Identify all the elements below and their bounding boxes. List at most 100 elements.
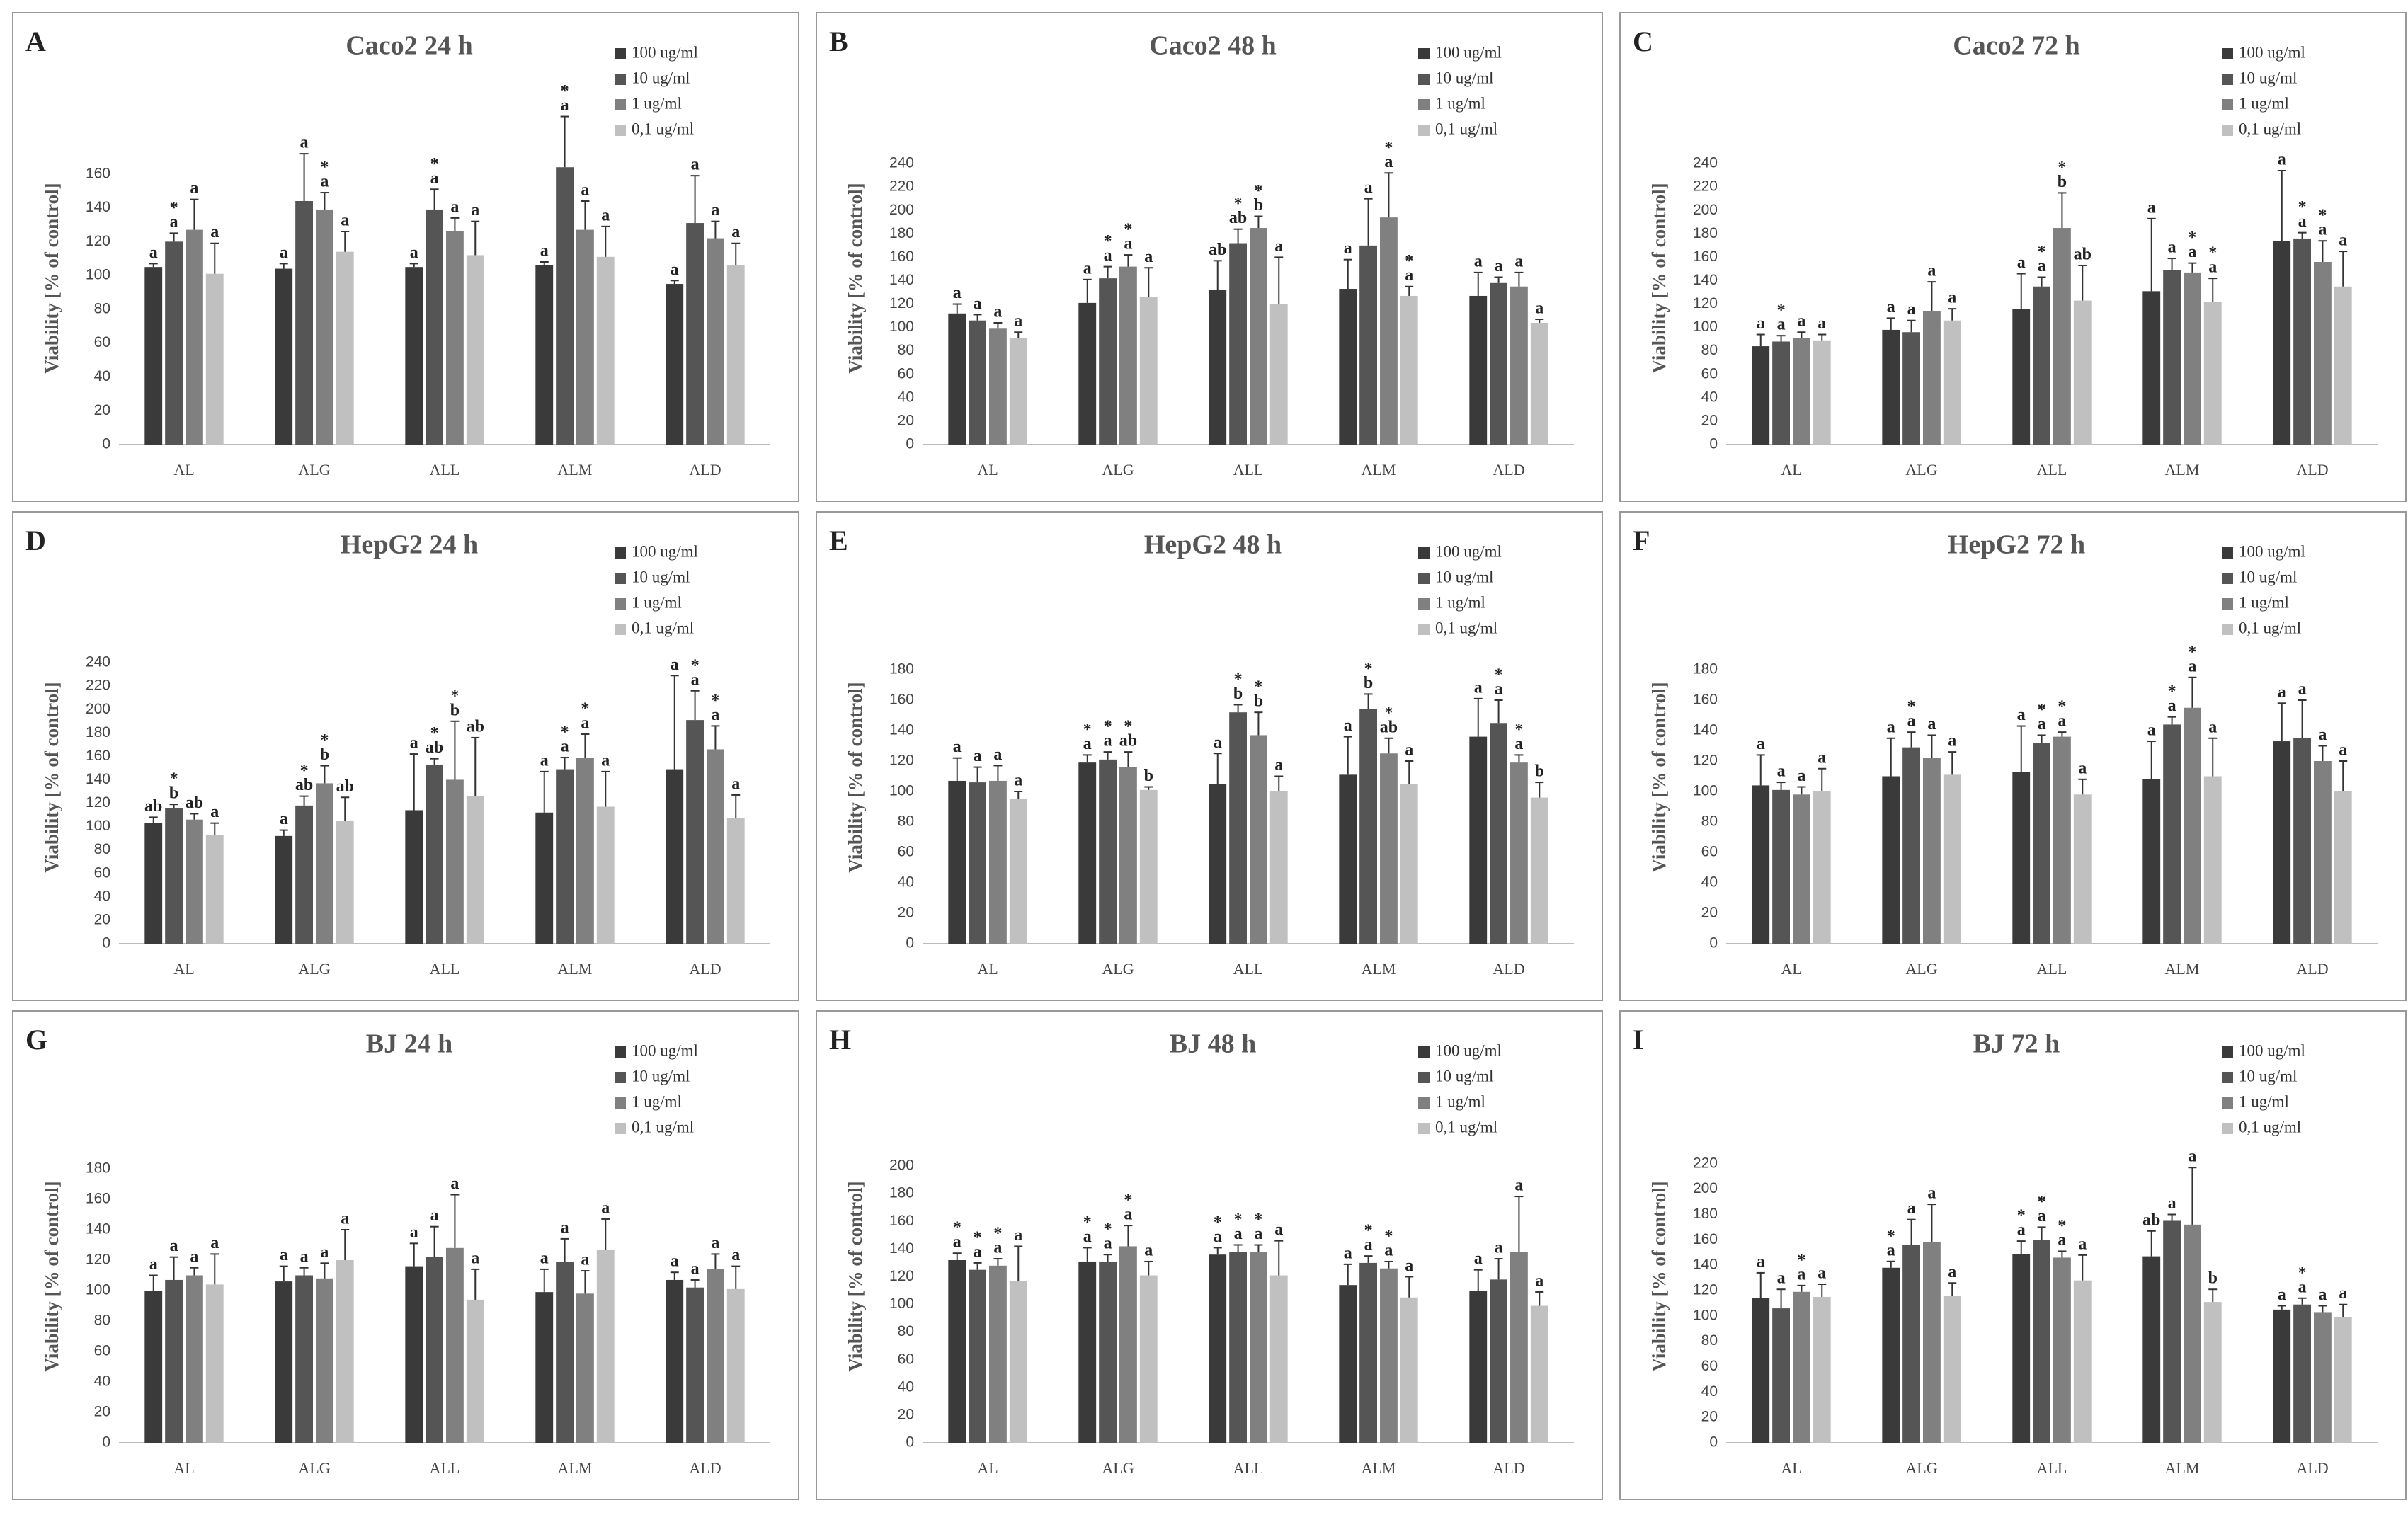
significance-label: a [601, 206, 610, 224]
bar [1510, 762, 1528, 944]
significance-label: * [2038, 701, 2046, 719]
bar [295, 201, 313, 445]
error-bar [1776, 782, 1786, 790]
bar [596, 1249, 615, 1443]
significance-label: a [540, 1249, 549, 1267]
error-bar [2037, 734, 2046, 743]
x-tick-label: ALD [689, 1459, 721, 1477]
y-tick-label: 20 [94, 1404, 110, 1420]
significance-label: * [1083, 721, 1092, 739]
bar [165, 1279, 183, 1443]
bar [1209, 290, 1227, 445]
bar [1078, 762, 1097, 944]
bar [1752, 1298, 1770, 1443]
x-tick-label: ALG [1102, 960, 1134, 978]
legend-swatch [615, 1072, 626, 1083]
chart-title: HepG2 24 h [341, 530, 478, 560]
legend-swatch [1418, 48, 1430, 59]
significance-label: a [190, 1247, 198, 1266]
significance-label: a [450, 198, 459, 216]
legend-label: 10 ug/ml [2239, 568, 2297, 585]
error-bar [601, 225, 610, 257]
legend-label: 0,1 ug/ml [1435, 619, 1497, 636]
x-tick-label: ALL [2037, 1459, 2067, 1477]
bar [466, 1299, 484, 1443]
y-tick-label: 180 [1693, 1206, 1718, 1222]
significance-label: a [2298, 680, 2307, 699]
significance-label: a [974, 747, 982, 765]
error-bar [2298, 1297, 2307, 1305]
x-tick-label: ALM [558, 461, 593, 479]
significance-label: ab [336, 777, 354, 796]
bar [1923, 311, 1941, 445]
significance-label: a [1104, 1235, 1112, 1253]
chart-title: HepG2 72 h [1948, 530, 2085, 560]
significance-label: a [671, 1252, 679, 1271]
bar [596, 256, 615, 445]
y-tick-label: 60 [1701, 365, 1718, 382]
bar [535, 812, 554, 944]
significance-label: a [1344, 716, 1352, 735]
legend-swatch [1418, 99, 1430, 110]
error-bar [1756, 1271, 1765, 1298]
x-tick-label: AL [977, 461, 998, 479]
significance-label: a [711, 706, 719, 724]
significance-label: * [320, 731, 329, 750]
significance-label: a [1254, 1225, 1262, 1243]
error-bar [1124, 1225, 1133, 1247]
significance-label: a [300, 1247, 309, 1266]
significance-label: a [1405, 741, 1413, 760]
bar [405, 810, 423, 944]
significance-label: * [2298, 198, 2307, 217]
bar [426, 1257, 443, 1443]
bar [1078, 1261, 1097, 1443]
significance-label: a [691, 1259, 700, 1278]
significance-label: a [410, 244, 418, 262]
significance-label: a [1083, 1228, 1092, 1246]
error-bar [279, 263, 288, 269]
significance-label: * [1495, 666, 1503, 685]
significance-label: * [2168, 682, 2176, 701]
bar [275, 835, 293, 944]
bar [1923, 758, 1941, 944]
error-bar [2078, 778, 2087, 795]
chart-title: Caco2 48 h [1149, 31, 1276, 61]
bar [1943, 1296, 1961, 1443]
bar [2184, 272, 2201, 445]
bar [426, 764, 443, 944]
significance-label: a [691, 156, 700, 174]
error-bar [1927, 1204, 1936, 1242]
y-tick-label: 60 [94, 864, 110, 881]
bar [405, 267, 423, 445]
significance-label: * [1234, 1211, 1243, 1229]
legend-swatch [615, 624, 626, 635]
significance-label: a [953, 738, 962, 756]
significance-label: a [1014, 1226, 1022, 1245]
significance-label: a [1495, 257, 1503, 275]
y-tick-label: 20 [898, 412, 914, 428]
error-bar [450, 217, 460, 231]
bar [1902, 747, 1920, 944]
bar [1359, 245, 1377, 445]
error-bar [1756, 333, 1765, 347]
legend-swatch [2222, 547, 2233, 559]
y-tick-label: 100 [889, 783, 914, 799]
y-axis-label: Viability [% of control] [845, 1181, 866, 1371]
x-tick-label: ALM [558, 1459, 593, 1477]
bar [2012, 772, 2031, 944]
significance-label: * [1254, 182, 1262, 200]
significance-label: * [1124, 221, 1132, 239]
legend-label: 100 ug/ml [1435, 43, 1502, 61]
significance-label: a [2078, 1235, 2087, 1253]
chart-title: HepG2 48 h [1144, 530, 1282, 560]
y-tick-label: 160 [889, 692, 914, 708]
significance-label: * [1124, 718, 1132, 736]
error-bar [430, 758, 439, 765]
bar [466, 796, 484, 944]
significance-label: a [1514, 1177, 1523, 1195]
significance-label: ab [295, 776, 313, 794]
bar [948, 313, 966, 445]
y-tick-label: 60 [898, 844, 914, 860]
bar [1530, 797, 1548, 944]
